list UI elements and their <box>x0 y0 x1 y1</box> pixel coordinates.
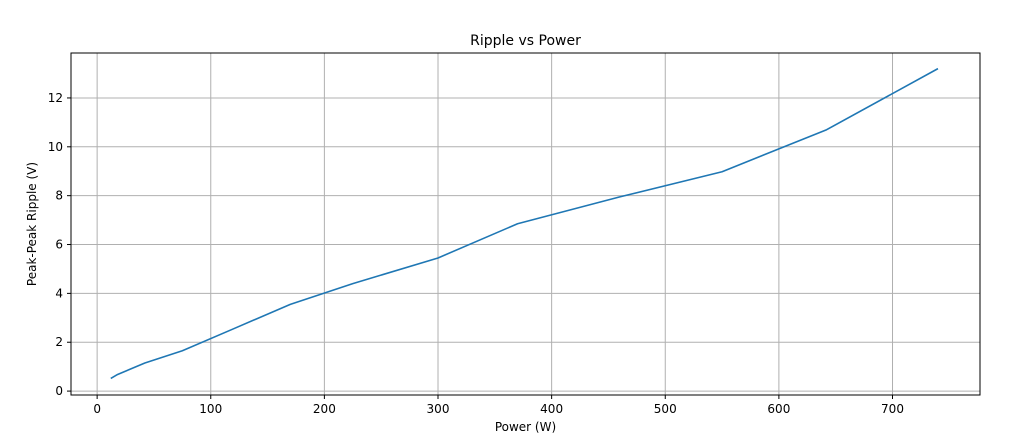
x-tick-label: 700 <box>881 402 904 416</box>
y-tick-label: 8 <box>55 189 63 203</box>
chart-title: Ripple vs Power <box>470 33 581 49</box>
y-axis-label: Peak-Peak Ripple (V) <box>25 162 39 286</box>
x-tick-label: 100 <box>199 402 222 416</box>
y-axis: 0 2 4 6 8 10 12 <box>48 91 71 398</box>
x-tick-label: 400 <box>540 402 563 416</box>
x-tick-label: 0 <box>93 402 101 416</box>
x-axis-label: Power (W) <box>495 420 556 434</box>
y-tick-label: 12 <box>48 91 63 105</box>
x-tick-label: 500 <box>654 402 677 416</box>
y-tick-label: 6 <box>55 238 63 252</box>
x-axis: 0 100 200 300 400 500 600 700 <box>93 395 904 416</box>
y-tick-label: 10 <box>48 140 63 154</box>
y-tick-label: 2 <box>55 335 63 349</box>
series-line <box>110 67 939 380</box>
grid <box>71 53 980 395</box>
series-layer <box>110 67 939 380</box>
y-tick-label: 0 <box>55 384 63 398</box>
x-tick-label: 600 <box>767 402 790 416</box>
plot-frame <box>70 52 981 396</box>
x-tick-label: 300 <box>427 402 450 416</box>
y-tick-label: 4 <box>55 286 63 300</box>
x-tick-label: 200 <box>313 402 336 416</box>
